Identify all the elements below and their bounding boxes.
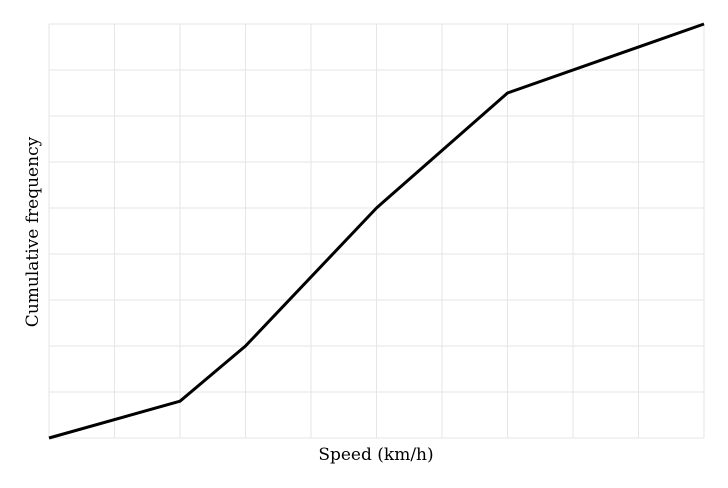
x-axis-label: Speed (km/h) xyxy=(318,445,433,465)
data-line xyxy=(48,22,705,440)
y-axis-label: Cumulative frequency xyxy=(23,136,43,327)
grid xyxy=(48,23,705,439)
